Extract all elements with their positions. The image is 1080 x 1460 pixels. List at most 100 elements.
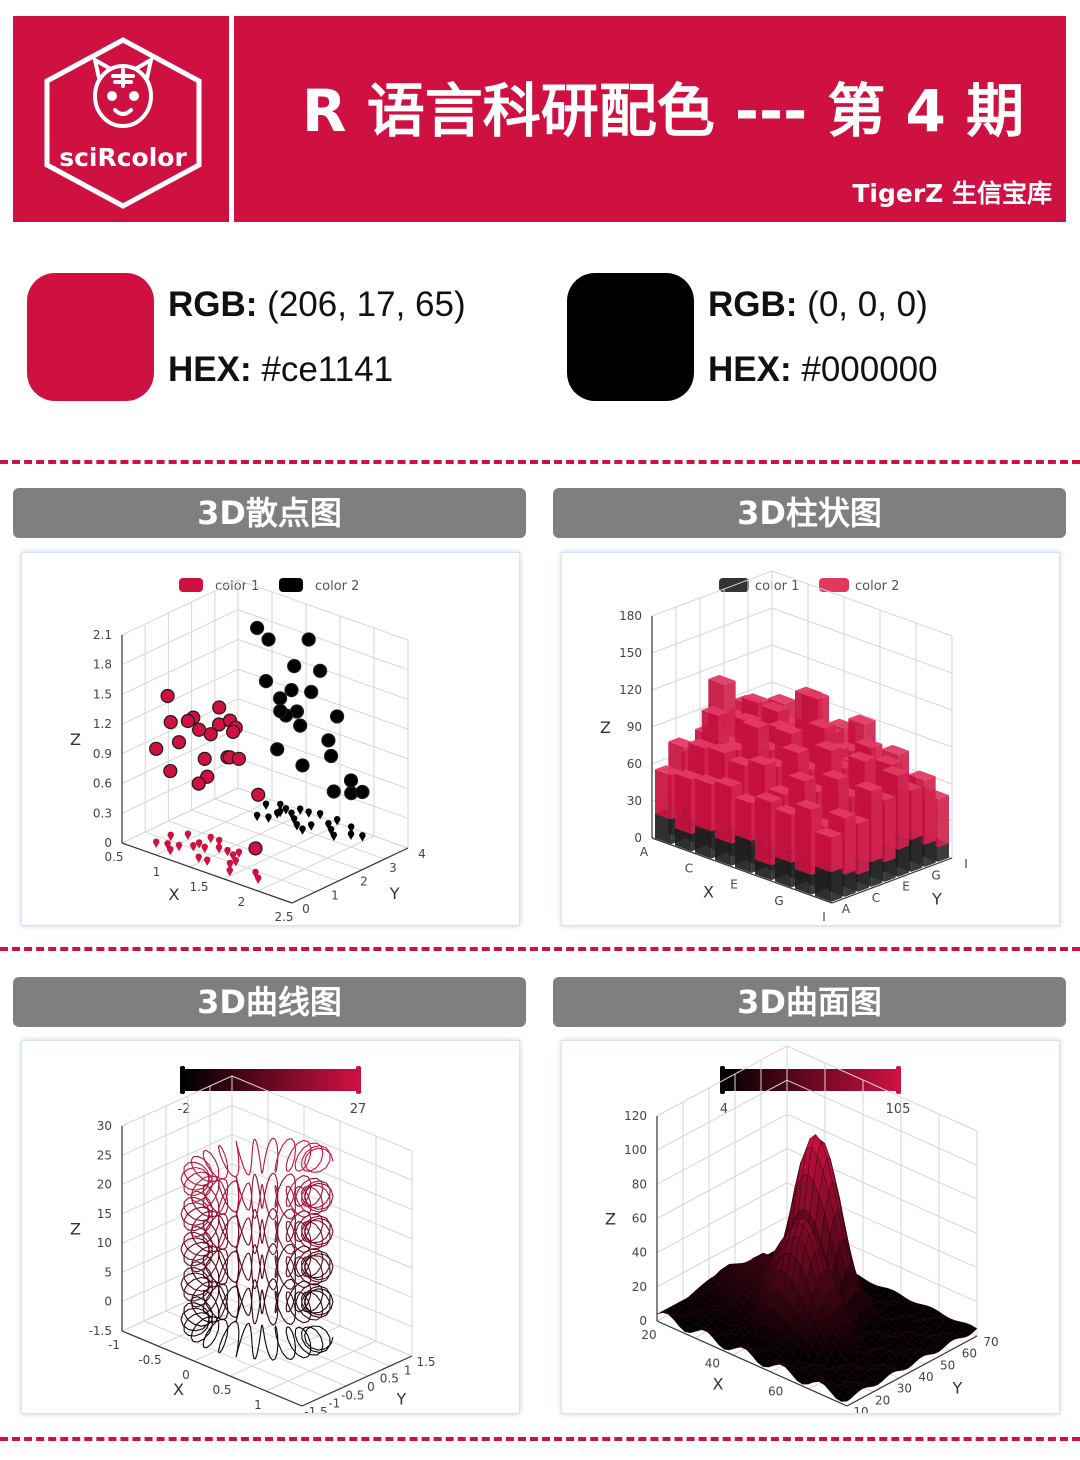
coil-segment	[307, 1280, 312, 1287]
coil-segment	[243, 1183, 248, 1190]
scatter-point	[248, 841, 263, 856]
grid-line	[237, 787, 409, 849]
coil-segment	[183, 1277, 188, 1285]
y-tick-label: -1	[328, 1397, 340, 1411]
coil-segment	[310, 1241, 319, 1246]
coil-segment	[301, 1306, 306, 1312]
z-tick-label: 1.5	[93, 687, 112, 701]
grid-line	[237, 579, 409, 641]
coil-segment	[274, 1187, 277, 1195]
coil-segment	[290, 1208, 295, 1213]
coil-segment	[312, 1171, 320, 1173]
coil-segment	[272, 1252, 276, 1256]
coil-segment	[187, 1213, 195, 1220]
coil-segment	[254, 1284, 258, 1289]
coil-segment	[325, 1273, 332, 1279]
coil-segment	[238, 1337, 242, 1348]
colorbar-handle-min	[720, 1066, 725, 1094]
coil-segment	[269, 1215, 274, 1221]
coil-segment	[295, 1274, 300, 1278]
coil-segment	[274, 1282, 278, 1289]
scatter-shadow	[203, 856, 211, 866]
grid-line	[121, 787, 239, 844]
z-tick-label: -1.5	[89, 1324, 112, 1338]
coil-segment	[250, 1264, 253, 1275]
colorbar	[724, 1069, 898, 1091]
line-chart: -227-1.5051015202530-1-0.500.511.5-1.5-1…	[70, 1066, 436, 1413]
coil-segment	[210, 1293, 216, 1302]
coil-segment	[187, 1248, 195, 1255]
coil-segment	[298, 1168, 304, 1172]
y-tick-label: 0	[302, 902, 310, 916]
coil-segment	[275, 1222, 279, 1230]
x-tick-label: 1	[254, 1398, 262, 1412]
x-tick-label: -0.5	[138, 1353, 161, 1367]
coil-segment	[293, 1313, 297, 1321]
coil-segment	[320, 1274, 324, 1282]
coil-segment	[320, 1336, 324, 1345]
y-tick-label: 0	[367, 1380, 375, 1394]
coil-segment	[190, 1160, 194, 1168]
coil-segment	[291, 1263, 296, 1273]
coil-segment	[187, 1178, 195, 1185]
coil-segment	[264, 1254, 268, 1264]
coil-segment	[226, 1203, 232, 1211]
y-tick-label: A	[842, 902, 851, 916]
y-axis	[291, 847, 409, 904]
grid-line	[121, 1104, 233, 1156]
coil-segment	[288, 1221, 293, 1227]
surface-cell	[840, 1397, 852, 1402]
coil-segment	[301, 1292, 307, 1301]
coil-segment	[231, 1180, 236, 1184]
bar-front-face	[775, 808, 792, 863]
coil-segment	[258, 1231, 261, 1241]
coil-segment	[205, 1309, 212, 1314]
coil-segment	[201, 1304, 208, 1311]
colorbar-handle-max	[896, 1066, 901, 1094]
coil-segment	[319, 1285, 327, 1290]
coil-segment	[206, 1169, 210, 1177]
coil-segment	[269, 1243, 274, 1248]
coil-segment	[207, 1211, 210, 1219]
coil-segment	[225, 1241, 229, 1248]
coil-segment	[306, 1184, 313, 1190]
grid-line	[143, 1320, 325, 1397]
coil-segment	[201, 1257, 208, 1264]
bar-top-face	[715, 777, 743, 788]
coil-segment	[217, 1240, 221, 1247]
coil-segment	[237, 1323, 240, 1331]
coil-segment	[294, 1269, 297, 1279]
coil-segment	[285, 1166, 288, 1172]
coil-segment	[275, 1187, 279, 1195]
coil-segment	[187, 1194, 195, 1197]
coil-segment	[193, 1200, 198, 1202]
coil-segment	[248, 1288, 252, 1293]
bar-side-face	[844, 870, 856, 897]
coil-segment	[243, 1273, 248, 1280]
coil-segment	[193, 1276, 202, 1281]
bar-front-face	[655, 769, 672, 820]
y-tick-label: 3	[389, 861, 397, 875]
coil-segment	[320, 1309, 324, 1317]
x-tick-label: 40	[705, 1356, 720, 1370]
coil-segment	[276, 1343, 279, 1353]
scatter-shadow	[299, 825, 306, 835]
x-tick-label: 2.5	[274, 910, 293, 924]
y-tick-label: 70	[983, 1335, 998, 1349]
scatter-point	[304, 684, 319, 700]
scatter-shadow	[327, 825, 335, 836]
coil-segment	[194, 1297, 202, 1302]
coil-segment	[316, 1351, 322, 1356]
coil-segment	[286, 1217, 292, 1220]
y-tick-label: G	[931, 868, 940, 882]
coil-segment	[183, 1248, 188, 1256]
coil-segment	[325, 1195, 331, 1203]
coil-segment	[320, 1239, 324, 1247]
coil-segment	[293, 1208, 297, 1216]
coil-segment	[319, 1290, 327, 1296]
bar-top-face	[815, 827, 843, 838]
scatter-point	[171, 735, 187, 750]
coil-segment	[274, 1139, 278, 1146]
coil-segment	[225, 1250, 229, 1257]
grid-line	[191, 809, 362, 871]
